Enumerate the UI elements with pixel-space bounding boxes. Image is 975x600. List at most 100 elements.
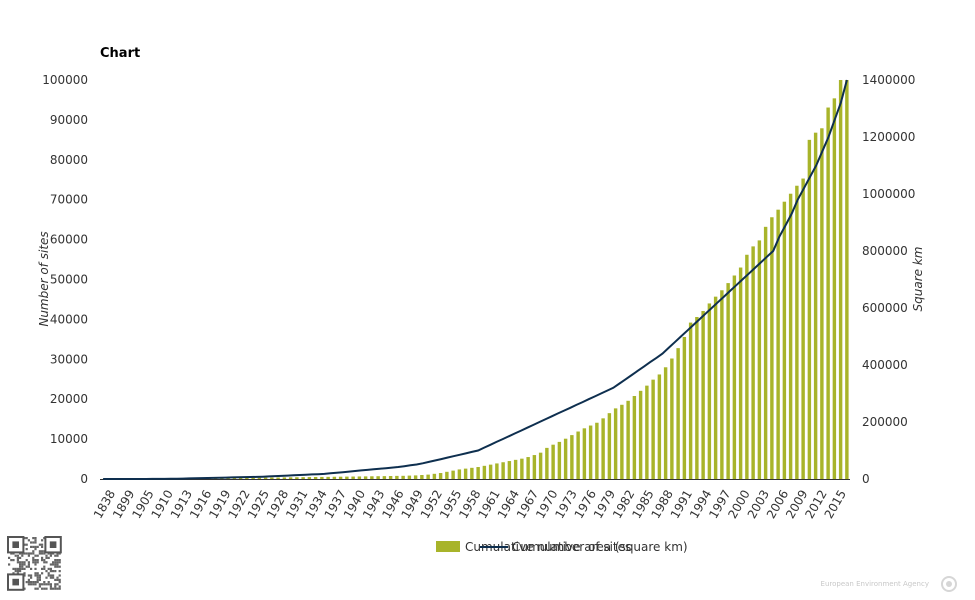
bar — [657, 374, 662, 479]
bar — [413, 475, 418, 479]
y-left-tick-label: 10000 — [50, 432, 88, 446]
y-left-tick-label: 0 — [80, 472, 88, 486]
bar — [845, 80, 849, 479]
bar — [357, 476, 362, 479]
bar — [270, 477, 274, 479]
chart-title: Chart — [100, 46, 141, 61]
bar — [688, 322, 693, 479]
bar — [820, 128, 824, 480]
bar — [501, 462, 505, 479]
bar — [645, 385, 649, 479]
y-left-tick-label: 50000 — [50, 273, 88, 287]
bar — [295, 477, 299, 479]
bar — [488, 464, 493, 479]
bar — [326, 476, 330, 479]
bar — [401, 475, 405, 479]
bar — [351, 476, 355, 479]
bar — [345, 476, 349, 479]
bar — [613, 408, 618, 479]
bar — [407, 475, 412, 479]
y-left-tick-label: 60000 — [50, 233, 88, 247]
bar — [782, 201, 787, 479]
bar — [538, 452, 543, 479]
bar — [551, 444, 555, 479]
bar — [707, 303, 712, 479]
bar — [257, 477, 262, 479]
bar — [701, 311, 705, 479]
y-right-tick-label: 1400000 — [862, 73, 915, 87]
bar — [720, 290, 724, 479]
y-left-axis-title: Number of sites — [37, 231, 51, 326]
bar — [245, 477, 249, 479]
legend: Cumulative number of sites Cumulative ar… — [436, 540, 688, 554]
bar — [563, 438, 568, 479]
bar — [420, 475, 424, 479]
bar-series — [101, 80, 849, 480]
bar — [663, 367, 668, 479]
y-right-tick-label: 400000 — [862, 358, 908, 372]
bar — [670, 358, 674, 479]
bar — [395, 475, 399, 479]
y-left-tick-label: 40000 — [50, 312, 88, 326]
bar — [507, 461, 512, 479]
bar — [476, 467, 480, 479]
bar — [301, 477, 305, 479]
bar — [307, 477, 312, 479]
y-right-tick-label: 600000 — [862, 301, 908, 315]
y-left-tick-label: 70000 — [50, 193, 88, 207]
bar — [376, 476, 380, 479]
bar — [676, 348, 680, 479]
bar — [713, 296, 718, 479]
bar — [626, 400, 630, 479]
bar — [632, 396, 637, 479]
legend-bar-label: Cumulative number of sites — [465, 540, 631, 554]
eea-logo-icon — [941, 576, 957, 592]
bar — [363, 476, 368, 479]
bar — [601, 418, 605, 479]
bar — [382, 476, 387, 479]
bar — [332, 476, 337, 479]
bar — [745, 254, 749, 479]
bar — [263, 477, 268, 479]
bar — [463, 468, 468, 479]
y-left-tick-label: 20000 — [50, 392, 88, 406]
bar — [520, 458, 524, 479]
bar — [751, 246, 755, 479]
bar — [251, 477, 255, 479]
bar — [226, 478, 230, 479]
bar — [482, 465, 487, 479]
bar — [513, 459, 518, 479]
bar — [582, 428, 587, 479]
bar — [757, 240, 762, 479]
bar — [807, 139, 812, 479]
legend-line-label: Cumulative area (square km) — [512, 540, 688, 554]
y-left-tick-label: 90000 — [50, 113, 88, 127]
y-right-tick-label: 0 — [862, 472, 870, 486]
y-right-tick-label: 1000000 — [862, 187, 915, 201]
y-right-tick-label: 800000 — [862, 244, 908, 258]
bar — [595, 422, 599, 479]
bar — [282, 477, 287, 479]
y-left-tick-label: 100000 — [42, 73, 88, 87]
bar — [451, 470, 455, 479]
line-series — [103, 79, 848, 480]
bar — [651, 379, 655, 479]
qr-code-icon — [7, 536, 62, 591]
bar — [826, 107, 830, 479]
bar — [495, 463, 499, 479]
y-left-tick-label: 80000 — [50, 153, 88, 167]
y-right-tick-label: 1200000 — [862, 130, 915, 144]
y-axis-right: 0 200000 400000 600000 800000 1000000 1200000 1… — [862, 73, 915, 486]
y-axis-left: 0 10000 20000 30000 40000 50000 60000 70000 8000… — [42, 73, 88, 486]
bar — [445, 471, 449, 479]
bar — [813, 132, 818, 479]
bar — [532, 455, 537, 479]
bar — [576, 431, 580, 479]
bar — [426, 474, 430, 479]
bar — [695, 317, 699, 479]
legend-bar-swatch — [436, 541, 460, 552]
bar — [370, 476, 374, 479]
bar — [776, 209, 780, 480]
